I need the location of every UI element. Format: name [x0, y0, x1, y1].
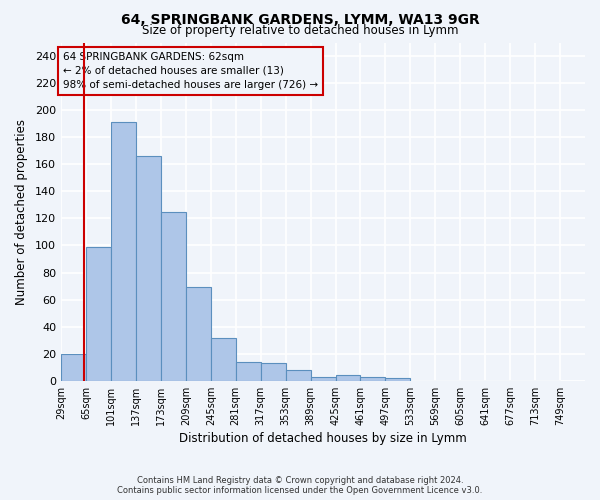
Bar — [260, 363, 286, 381]
Y-axis label: Number of detached properties: Number of detached properties — [15, 118, 28, 304]
Bar — [236, 362, 260, 381]
Bar — [211, 338, 236, 381]
Bar — [186, 288, 211, 381]
Bar — [111, 122, 136, 381]
Bar — [286, 370, 311, 381]
Bar — [161, 212, 186, 381]
Bar — [385, 378, 410, 381]
Bar — [86, 247, 111, 381]
Text: 64 SPRINGBANK GARDENS: 62sqm
← 2% of detached houses are smaller (13)
98% of sem: 64 SPRINGBANK GARDENS: 62sqm ← 2% of det… — [63, 52, 318, 90]
Bar — [335, 376, 361, 381]
Bar — [61, 354, 86, 381]
Text: Contains HM Land Registry data © Crown copyright and database right 2024.
Contai: Contains HM Land Registry data © Crown c… — [118, 476, 482, 495]
Bar — [136, 156, 161, 381]
Text: 64, SPRINGBANK GARDENS, LYMM, WA13 9GR: 64, SPRINGBANK GARDENS, LYMM, WA13 9GR — [121, 12, 479, 26]
Bar — [311, 377, 335, 381]
X-axis label: Distribution of detached houses by size in Lymm: Distribution of detached houses by size … — [179, 432, 467, 445]
Text: Size of property relative to detached houses in Lymm: Size of property relative to detached ho… — [142, 24, 458, 37]
Bar — [361, 377, 385, 381]
